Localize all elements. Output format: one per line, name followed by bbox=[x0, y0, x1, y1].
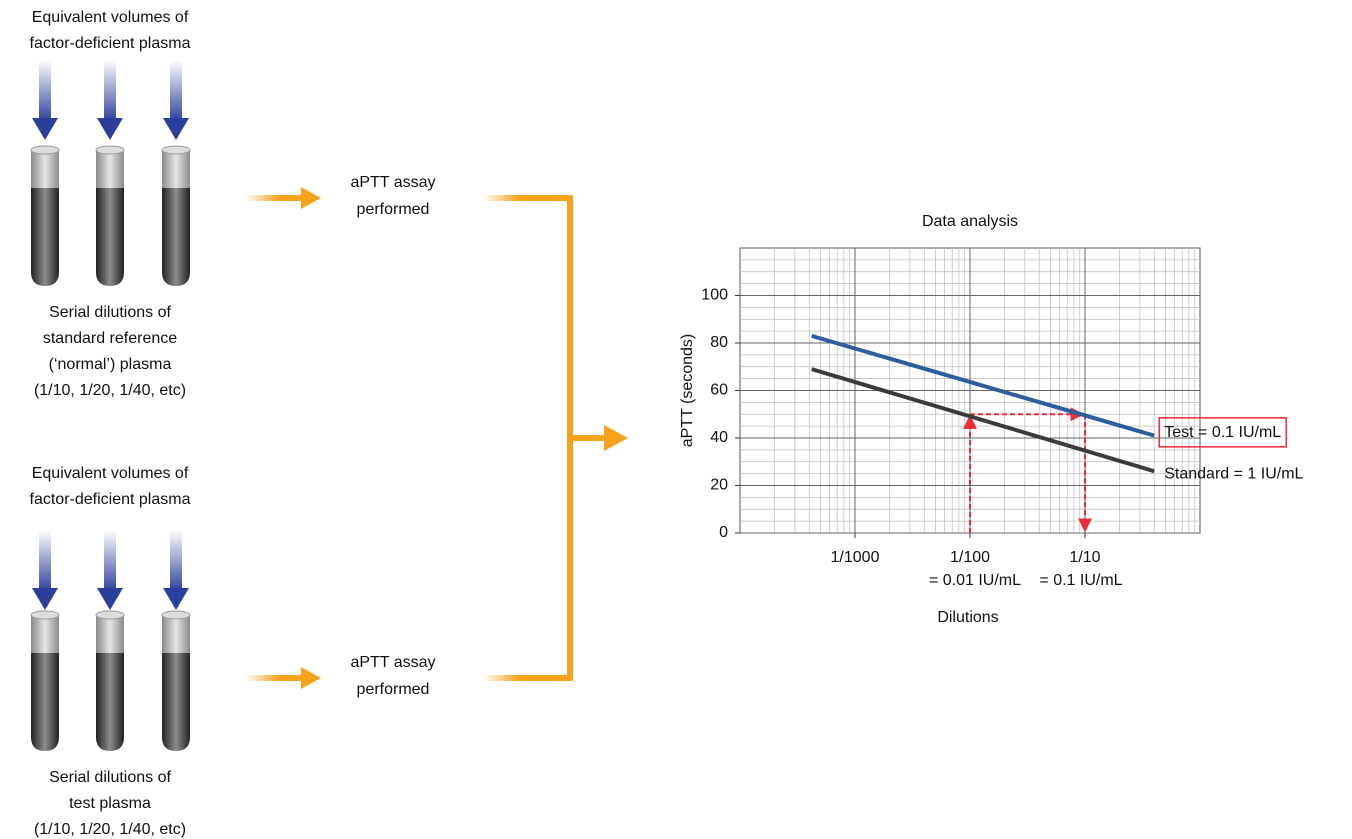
layout-shapes bbox=[30, 60, 628, 752]
chart-title: Data analysis bbox=[922, 213, 1018, 230]
y-axis-label: aPTT (seconds) bbox=[679, 334, 696, 448]
group-caption: Serial dilutions of bbox=[49, 304, 171, 321]
group-caption: test plasma bbox=[69, 795, 151, 812]
x-tick-label: 1/1000 bbox=[831, 549, 880, 566]
chart: 0 20 40 60 80 100 1/1000 1/100 1/10 = 0.01 IU/mL =… bbox=[679, 213, 1303, 626]
group-label: Equivalent volumes of bbox=[32, 9, 189, 26]
assay-step: performed bbox=[357, 201, 430, 218]
tick-annotation: = 0.01 IU/mL bbox=[929, 572, 1021, 589]
y-tick-label: 0 bbox=[719, 524, 728, 541]
series-label: Standard = 1 IU/mL bbox=[1164, 465, 1303, 482]
y-tick-label: 20 bbox=[710, 477, 728, 494]
group-caption: (1/10, 1/20, 1/40, etc) bbox=[34, 382, 186, 399]
group-caption: standard reference bbox=[43, 330, 177, 347]
assay-step: performed bbox=[357, 681, 430, 698]
group-label: Equivalent volumes of bbox=[32, 465, 189, 482]
series-line bbox=[811, 333, 1155, 438]
series-label: Test = 0.1 IU/mL bbox=[1164, 424, 1281, 441]
group-caption: (1/10, 1/20, 1/40, etc) bbox=[34, 821, 186, 838]
y-tick-label: 60 bbox=[710, 382, 728, 399]
series-label-box bbox=[1158, 417, 1288, 448]
x-tick-label: 1/10 bbox=[1069, 549, 1100, 566]
group-caption: Serial dilutions of bbox=[49, 769, 171, 786]
series-line bbox=[811, 367, 1155, 474]
group-label: factor-deficient plasma bbox=[30, 35, 191, 52]
x-axis-label: Dilutions bbox=[937, 609, 998, 626]
tick-annotation: = 0.1 IU/mL bbox=[1039, 572, 1122, 589]
y-tick-label: 100 bbox=[701, 287, 728, 304]
assay-step: aPTT assay bbox=[350, 174, 435, 191]
assay-step: aPTT assay bbox=[350, 654, 435, 671]
x-tick-label: 1/100 bbox=[950, 549, 990, 566]
y-tick-label: 40 bbox=[710, 429, 728, 446]
y-tick-label: 80 bbox=[710, 334, 728, 351]
group-caption: (‘normal’) plasma bbox=[49, 356, 172, 373]
group-label: factor-deficient plasma bbox=[30, 491, 191, 508]
